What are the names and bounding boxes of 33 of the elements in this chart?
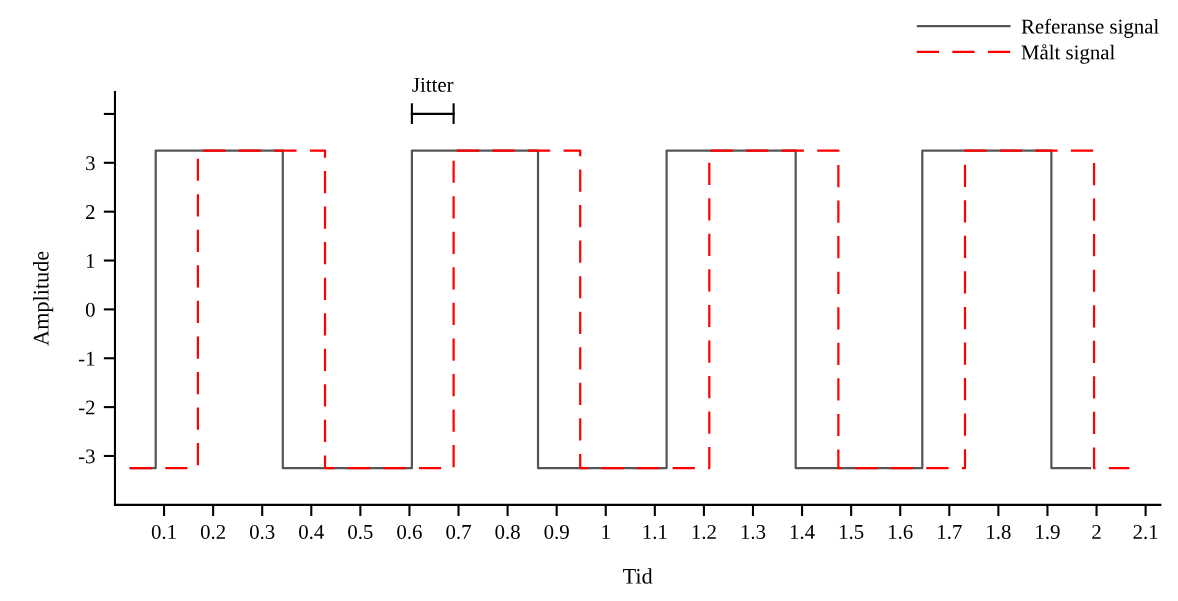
legend-label: Målt signal — [1021, 44, 1115, 64]
x-tick-label: 1.9 — [1036, 524, 1060, 540]
x-tick-label: 1.2 — [692, 524, 716, 540]
y-tick-label: -3 — [78, 449, 95, 464]
x-tick-label: 0.5 — [348, 524, 373, 540]
x-tick-label: 0.3 — [249, 524, 275, 540]
y-tick-label: -2 — [78, 400, 95, 415]
x-tick-label: 0.8 — [495, 524, 520, 540]
x-tick-label: 1 — [602, 524, 610, 539]
x-tick-label: 1.4 — [790, 524, 815, 540]
x-tick-label: 0.7 — [446, 524, 471, 540]
y-axis-title: Amplitude — [33, 251, 54, 346]
x-tick-label: 0.9 — [544, 524, 569, 540]
legend-label: Referanse signal — [1021, 18, 1159, 38]
x-tick-label: 0.6 — [397, 524, 422, 540]
x-tick-label: 0.1 — [151, 524, 176, 540]
x-tick-label: 1.6 — [889, 524, 913, 540]
x-tick-label: 2.1 — [1133, 524, 1158, 540]
x-tick-label: 1.8 — [987, 524, 1011, 540]
x-axis-title: Tid — [623, 568, 653, 584]
y-tick-label: -1 — [78, 351, 95, 366]
x-tick-label: 2 — [1092, 524, 1101, 539]
y-tick-label: 3 — [86, 156, 95, 171]
x-tick-label: 1.3 — [741, 524, 766, 540]
x-tick-label: 1.1 — [643, 524, 667, 540]
y-tick-label: 2 — [86, 205, 95, 219]
y-tick-label: 1 — [86, 254, 95, 268]
x-tick-label: 1.7 — [938, 524, 962, 540]
x-tick-label: 0.2 — [200, 524, 225, 540]
x-tick-label: 1.5 — [839, 524, 864, 540]
y-tick-label: 0 — [85, 302, 95, 317]
x-tick-label: 0.4 — [299, 524, 324, 540]
text: Jitter — [412, 77, 454, 92]
